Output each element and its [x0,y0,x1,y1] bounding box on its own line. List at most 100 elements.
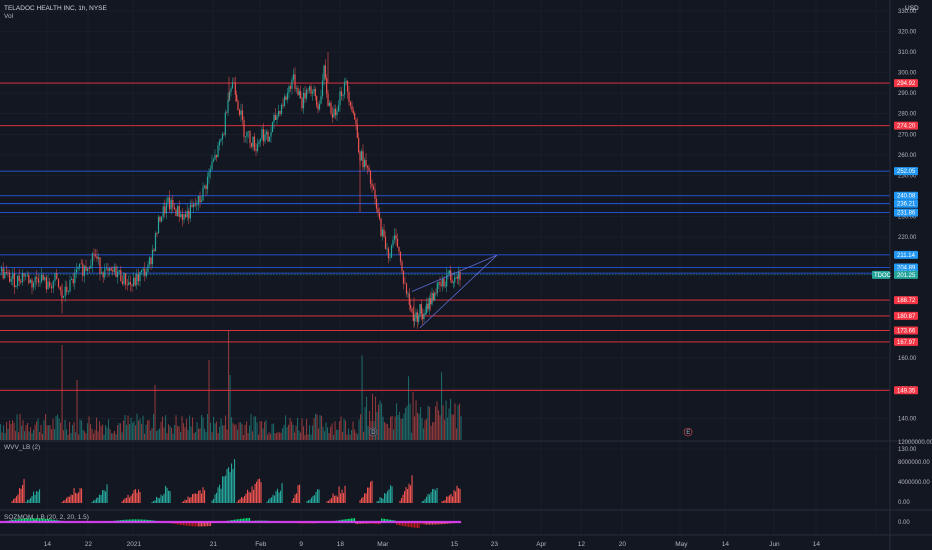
wvv-bar [277,488,279,503]
sqzmom-bar [343,519,345,522]
candle-body [126,284,128,286]
volume-bar [126,424,128,440]
candle-body [123,273,125,284]
candle-body [300,91,302,98]
candle-body [380,218,382,236]
price-axis[interactable]: 330.00 320.00 310.00 300.00 290.00 280.00 270.… [898,9,932,526]
volume-bar [70,433,72,440]
price-level-tag-label: 231.86 [897,211,916,217]
volume-bar [307,434,309,440]
volume-bar [91,428,93,440]
candle-body [399,251,402,262]
volume-bar [339,421,341,440]
wvv-bar [401,498,403,503]
time-tick-label: Jun [769,541,780,548]
candle-body [128,282,130,285]
volume-bar [417,412,419,440]
volume-bar [285,415,287,440]
wvv-bar [160,494,162,503]
candle-body [301,97,303,109]
volume-bar [33,429,35,440]
candle-body [358,137,360,153]
candle-body [334,108,337,116]
wvv-bar [449,495,451,503]
wvv-bar [429,494,431,503]
candle-body [226,112,228,114]
volume-bar [249,425,251,440]
wvv-bar [36,491,38,503]
wvv-bar [64,500,66,503]
candle-body [345,80,347,83]
wvv-bar [370,481,372,503]
wvv-bar [275,491,277,503]
sqzmom-bar [388,519,390,522]
sqzmom-bar [127,519,129,522]
candle-body [274,114,277,121]
volume-bar [247,433,249,440]
volume-legend[interactable]: Vol [4,13,14,20]
volume-bar [445,400,447,440]
volume-bar [99,421,101,440]
volume-bar [295,425,297,440]
sqzmom-bar [382,518,384,522]
candle-body [327,93,329,106]
candle-body [39,281,41,283]
candle-body [286,92,289,100]
volume-bar [286,427,288,440]
volume-bar [66,429,68,440]
volume-bar [37,418,39,440]
wvv-legend[interactable]: WVV_LB (2) [4,444,41,451]
candle-body [42,274,44,280]
volume-bar [228,330,230,440]
volume-bar [21,425,23,440]
volume-bar [10,424,12,440]
candle-body [362,151,364,168]
volume-bar [415,400,417,440]
symbol-legend[interactable]: TELADOC HEALTH INC, 1h, NYSE [4,5,107,12]
volume-bar [130,417,132,440]
wvv-bar [335,495,337,503]
trendline-channel[interactable] [411,254,498,329]
volume-bar [259,421,261,440]
candle-body [339,91,341,106]
candle-body [304,92,306,99]
candle-body [117,271,119,278]
candle-body [411,308,413,313]
sqzmom-bar [46,518,48,522]
price-tick-label: 260.00 [898,153,917,159]
wvv-bar [154,500,156,503]
volume-bar [451,414,453,440]
volume-bar [297,417,299,440]
sqzmom-legend[interactable]: SQZMOM_LB (20, 2, 20, 1.5) [4,514,89,521]
volume-bar [27,422,29,440]
time-axis[interactable]: 14 22 2021 21 Feb 9 18 Mar 15 23 Apr 12 20 May 14 Jun 14 [44,541,821,548]
candle-body [45,277,47,290]
candle-body [206,176,209,190]
wvv-bar [421,501,423,503]
price-level-tag-label: 211.14 [897,253,916,259]
candle-body [87,268,89,271]
volume-bar [112,433,114,440]
volume-bar [372,393,374,440]
candle-body [241,110,244,120]
volume-bar [217,433,219,440]
volume-bar [57,414,59,440]
candle-body [427,303,429,310]
sqzmom-bar [129,519,131,522]
candle-body [368,167,370,171]
sqzmom-bar [202,522,204,527]
price-tick-label: 270.00 [898,132,917,138]
sqzmom-bar [130,519,132,522]
sqzmom-bar [132,519,134,522]
sqzmom-bar [27,518,29,522]
candle-body [175,209,177,216]
candle-body [59,286,61,291]
currency-label[interactable]: USD [905,5,919,12]
volume-bar [148,420,150,440]
candle-body [125,273,127,285]
candle-body [355,119,357,125]
sqzmom-bar [40,518,42,522]
candle-body [221,134,224,140]
